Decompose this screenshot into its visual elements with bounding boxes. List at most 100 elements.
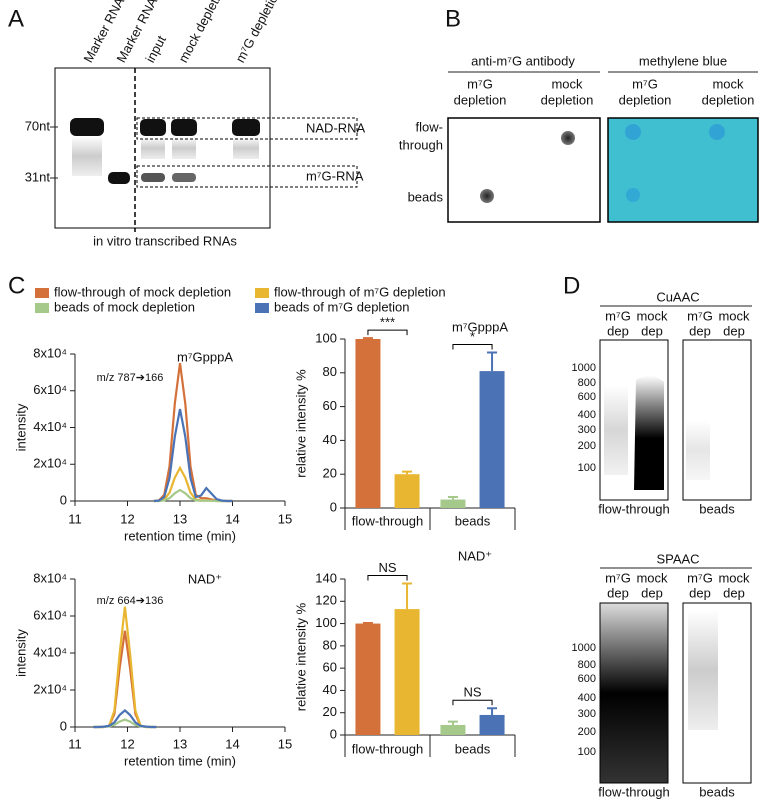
x-axis-label: retention time (min) <box>124 528 236 543</box>
y-tick-label: 0 <box>60 718 67 733</box>
blot-title: CuAAC <box>656 289 699 304</box>
band-box <box>136 165 358 188</box>
significance-bracket <box>367 574 408 581</box>
x-tick-label: 12 <box>120 736 134 751</box>
legend-swatch <box>255 303 269 313</box>
legend-label: flow-through of mock depletion <box>54 284 231 299</box>
stain-label: anti-m⁷G antibody <box>471 53 575 68</box>
y-tick-label: 60 <box>323 398 337 413</box>
legend-swatch <box>35 303 49 313</box>
lane-label: flow-through <box>598 784 670 799</box>
error-bar <box>362 337 373 340</box>
significance-bracket <box>367 329 408 336</box>
chart-title: m⁷GpppA <box>177 349 233 364</box>
column-headers: m⁷G depletion mock depletion m⁷G depleti… <box>454 76 755 107</box>
column-header: dep <box>607 585 629 600</box>
y-tick-label: 2x10⁴ <box>33 681 67 696</box>
series-line <box>93 630 157 729</box>
column-header: mock <box>636 570 668 585</box>
group-label: beads <box>455 741 491 756</box>
column-header: dep <box>723 323 745 338</box>
group-label: beads <box>455 513 491 528</box>
column-header: m⁷G <box>632 76 658 91</box>
column-header: mock <box>718 570 750 585</box>
legend-swatch <box>35 288 49 298</box>
size-marker: 1000 <box>572 642 596 654</box>
column-header: mock <box>712 76 744 91</box>
y-axis-label: relative intensity % <box>293 602 308 711</box>
bar <box>440 724 466 735</box>
error-bar <box>487 351 498 372</box>
x-tick-label: 14 <box>225 511 239 526</box>
row-label: through <box>399 137 443 152</box>
legend-label: beads of m⁷G depletion <box>274 299 410 314</box>
y-axis-label: relative intensity % <box>293 369 308 478</box>
series-line <box>153 408 233 503</box>
band-label: m⁷G-RNA <box>306 168 364 183</box>
size-marker: 100 <box>578 462 596 474</box>
column-header: dep <box>607 323 629 338</box>
chart: 0 20 40 60 80 100 120 140 relative intensity % NA… <box>293 548 516 757</box>
annotation: m/z 787➔166 <box>97 372 164 384</box>
y-tick-label: 40 <box>323 682 337 697</box>
series-line <box>153 363 233 503</box>
x-tick-label: 15 <box>278 511 292 526</box>
y-axis-label: intensity <box>13 629 28 677</box>
bar <box>479 371 505 508</box>
x-tick-label: 12 <box>120 511 134 526</box>
panel-label: B <box>445 5 461 32</box>
blot-dot <box>625 124 641 140</box>
column-header: dep <box>689 323 711 338</box>
significance-label: *** <box>380 315 395 330</box>
y-tick-label: 0 <box>60 492 67 507</box>
x-tick-label: 14 <box>225 736 239 751</box>
size-marker: 400 <box>578 692 596 704</box>
error-bar <box>447 496 458 500</box>
column-header: depletion <box>541 92 594 107</box>
gel-bands <box>70 118 260 184</box>
row-label: beads <box>408 189 444 204</box>
error-bar <box>447 720 458 725</box>
y-tick-label: 40 <box>323 432 337 447</box>
size-marker: 200 <box>578 440 596 452</box>
lane-label: flow-through <box>598 501 670 516</box>
stain-label: methylene blue <box>639 53 727 68</box>
error-bar <box>402 582 413 610</box>
column-header: m⁷G <box>687 570 713 585</box>
column-header: m⁷G <box>687 308 713 323</box>
gel <box>599 602 669 784</box>
y-axis-label: intensity <box>13 403 28 451</box>
lane-label: mock depletion <box>175 0 229 65</box>
group-label: flow-through <box>352 513 424 528</box>
y-tick-label: 6x10⁴ <box>33 607 67 622</box>
band-box <box>136 117 358 140</box>
caption: in vitro transcribed RNAs <box>93 233 237 248</box>
row-label: flow- <box>416 119 443 134</box>
lane-label: input <box>142 33 169 65</box>
y-tick-label: 60 <box>323 660 337 675</box>
lane-label: m⁷G depletion <box>232 0 284 65</box>
panel-label: A <box>8 5 24 32</box>
significance-bracket <box>452 699 493 706</box>
column-header: m⁷G <box>467 76 493 91</box>
column-header: mock <box>636 308 668 323</box>
y-tick-label: 20 <box>323 704 337 719</box>
column-header: dep <box>641 323 663 338</box>
chart-title: NAD⁺ <box>458 548 492 563</box>
x-tick-label: 15 <box>278 736 292 751</box>
error-bar <box>402 470 413 475</box>
chart-title: NAD⁺ <box>188 571 222 586</box>
blot-cuaac: CuAAC <box>599 289 752 501</box>
bar <box>355 339 381 508</box>
column-header: m⁷G <box>605 570 631 585</box>
chart: 11 12 13 14 15 0 2x10⁴ 4x10⁴ 6x10⁴ 8x10⁴ retention… <box>13 570 292 768</box>
y-tick-label: 20 <box>323 466 337 481</box>
error-bar <box>487 707 498 715</box>
lane-labels: Marker RNA 1 Marker RNA 2 input mock dep… <box>80 0 284 65</box>
significance-label: NS <box>463 685 481 700</box>
y-tick-label: 4x10⁴ <box>33 644 67 659</box>
column-header: dep <box>723 585 745 600</box>
legend: flow-through of mock depletion flow-throu… <box>35 284 446 314</box>
significance-bracket <box>452 344 493 350</box>
blot-spaac: SPAAC <box>599 551 752 784</box>
